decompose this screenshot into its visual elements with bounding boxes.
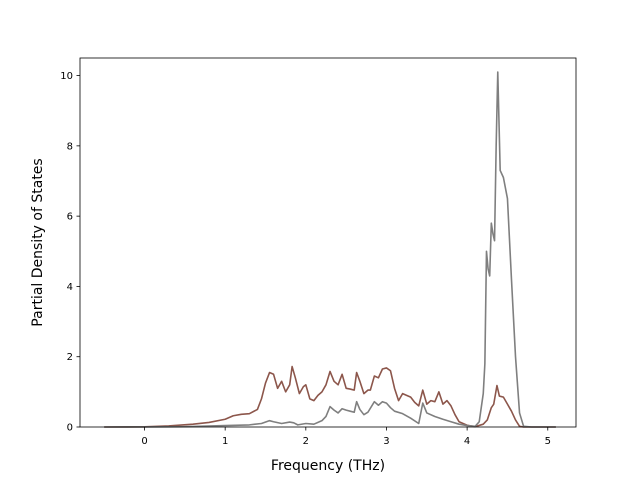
y-tick-label: 10 [60,71,73,82]
series-line-1 [104,365,556,428]
x-axis-ticks: 0 1 2 3 4 5 [141,427,551,447]
x-tick-label: 2 [303,436,309,447]
x-axis-title: Frequency (THz) [271,458,385,474]
x-tick-label: 3 [383,436,389,447]
series-line-2 [104,71,556,428]
x-tick-label: 5 [545,436,551,447]
y-tick-label: 4 [67,282,73,293]
series-layer [104,71,556,428]
plot-frame [79,57,577,428]
y-tick-label: 2 [67,352,73,363]
y-tick-label: 8 [67,141,73,152]
x-tick-label: 0 [141,436,147,447]
y-axis-ticks: 0 2 4 6 8 10 [60,71,80,434]
x-tick-label: 4 [464,436,470,447]
y-tick-label: 6 [67,212,73,223]
x-tick-label: 1 [222,436,228,447]
y-axis-title: Partial Density of States [30,158,46,326]
y-tick-label: 0 [67,423,73,434]
